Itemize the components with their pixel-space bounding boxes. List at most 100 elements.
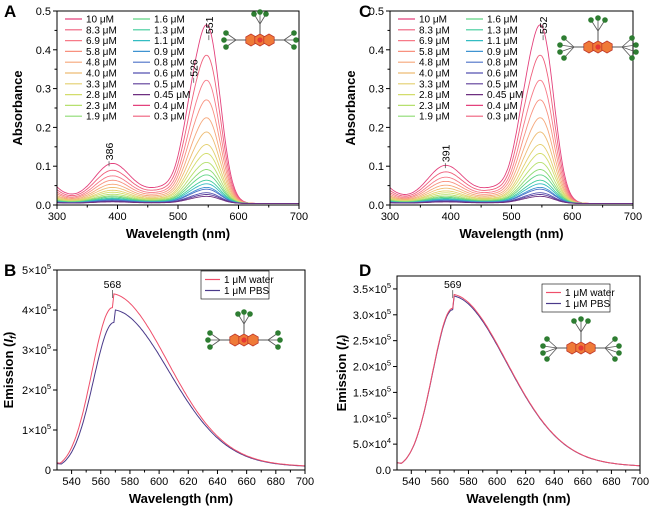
legend-label: 1.1 μM: [487, 36, 518, 47]
y-tick-label: 5×105: [22, 262, 51, 277]
end-group-dot: [241, 309, 247, 315]
legend-label: 2.8 μM: [86, 90, 117, 101]
y-axis-label: Absorbance: [10, 70, 25, 145]
center-dot: [241, 337, 247, 343]
y-tick-exp: 5: [387, 333, 391, 342]
panel-d: D 540 560 580 600 620 640 660 680 700 0.0 5.0×104 1.…: [334, 261, 649, 506]
y-tick-label: 3.5×105: [353, 281, 391, 296]
legend-label: 0.9 μM: [487, 47, 518, 58]
center-dot: [595, 44, 601, 50]
legend-label: 6.9 μM: [419, 36, 450, 47]
legend-label: 0.4 μM: [154, 101, 185, 112]
x-tick-label: 660: [574, 476, 592, 488]
x-tick-label: 560: [92, 476, 110, 488]
y-tick-base: 2.5×10: [353, 336, 387, 348]
end-group-dot: [557, 49, 563, 55]
legend-label: 10 μM: [419, 15, 447, 26]
end-group-dot: [235, 311, 241, 317]
end-group-dot: [540, 350, 546, 356]
end-group-dot: [616, 350, 622, 356]
y-tick-label: 0.0: [376, 465, 391, 477]
molecule-icon: [205, 309, 283, 350]
x-tick-label: 300: [381, 211, 399, 223]
y-tick-label: 5.0×104: [353, 436, 391, 451]
legend-box: [541, 283, 611, 313]
series-line: [396, 295, 641, 467]
legend-label: 1.6 μM: [487, 15, 518, 26]
panel-letter: B: [4, 261, 16, 280]
y-tick-exp: 5: [387, 359, 391, 368]
end-group-dot: [223, 44, 229, 50]
x-tick-label: 560: [431, 476, 449, 488]
ring-right: [601, 40, 613, 54]
y-label-main: Emission (: [1, 342, 16, 408]
legend-label: 1.3 μM: [154, 25, 185, 36]
y-tick-exp: 5: [47, 422, 51, 431]
y-tick-base: 5×10: [22, 265, 47, 277]
legend-label: 0.5 μM: [154, 79, 185, 90]
plot-frame: [56, 269, 306, 471]
y-tick-base: 2.0×10: [353, 362, 387, 374]
y-label-main: Emission (: [334, 345, 349, 411]
plot-frame: [396, 275, 641, 471]
x-tick-label: 540: [62, 476, 80, 488]
end-group-dot: [588, 17, 594, 23]
x-tick-label: 540: [402, 476, 420, 488]
legend-label: 0.4 μM: [487, 101, 518, 112]
end-group-dot: [561, 55, 567, 61]
legend-label: 8.3 μM: [419, 25, 450, 36]
end-group-dot: [223, 30, 229, 36]
y-tick-label: 0.3: [36, 84, 51, 96]
y-tick-base: 3.5×10: [353, 284, 387, 296]
y-tick-label: 1.5×105: [353, 384, 391, 399]
y-label-end: ): [334, 335, 349, 339]
y-tick-label: 0.3: [369, 84, 384, 96]
y-tick-label: 1×105: [22, 422, 51, 437]
legend-label: 1.3 μM: [487, 25, 518, 36]
end-group-dot: [629, 35, 635, 41]
legend-label: 0.45 μM: [487, 90, 523, 101]
y-tick-base: 1.0×10: [353, 413, 387, 425]
y-tick-exp: 5: [387, 281, 391, 290]
legend-label: 1 μM PBS: [224, 286, 270, 297]
y-tick-base: 2×10: [22, 385, 47, 397]
end-group-dot: [205, 337, 211, 343]
legend-label: 1.6 μM: [154, 15, 185, 26]
x-tick-label: 700: [290, 211, 308, 223]
y-tick-label: 0.0: [36, 200, 51, 212]
y-tick-label: 2.0×105: [353, 359, 391, 374]
x-tick-label: 660: [237, 476, 255, 488]
legend-label: 5.8 μM: [419, 47, 450, 58]
y-label-italic: I: [1, 339, 16, 343]
legend-label: 0.3 μM: [154, 112, 185, 123]
x-tick-label: 580: [121, 476, 139, 488]
series-line: [389, 195, 633, 204]
end-group-dot: [616, 343, 622, 349]
x-tick-label: 700: [624, 211, 642, 223]
x-tick-label: 620: [179, 476, 197, 488]
legend-label: 6.9 μM: [86, 36, 117, 47]
y-tick-exp: 5: [387, 384, 391, 393]
legend-label: 4.0 μM: [86, 69, 117, 80]
end-group-dot: [612, 336, 618, 342]
legend-label: 0.9 μM: [154, 47, 185, 58]
y-tick-exp: 5: [47, 342, 51, 351]
y-tick-label: 0.2: [36, 122, 51, 134]
legend-label: 4.0 μM: [419, 69, 450, 80]
molecule-icon: [540, 316, 622, 362]
legend-label: 4.8 μM: [419, 58, 450, 69]
x-tick-label: 400: [108, 211, 126, 223]
peak-annotation: 386: [104, 143, 116, 161]
x-axis-label: Wavelength (nm): [466, 491, 570, 506]
y-label-sub: f: [8, 335, 18, 339]
panel-c: C 300 400 500 600 700 0.0 0.1 0.2 0.3 0.4 0.5 Wavele…: [343, 2, 642, 241]
y-tick-label: 0.1: [369, 161, 384, 173]
x-tick-label: 640: [545, 476, 563, 488]
y-tick-label: 1.0×105: [353, 410, 391, 425]
series-line: [56, 293, 306, 467]
end-group-dot: [257, 9, 263, 15]
x-tick-label: 400: [442, 211, 460, 223]
ring-right: [247, 333, 259, 347]
y-tick-exp: 5: [47, 382, 51, 391]
